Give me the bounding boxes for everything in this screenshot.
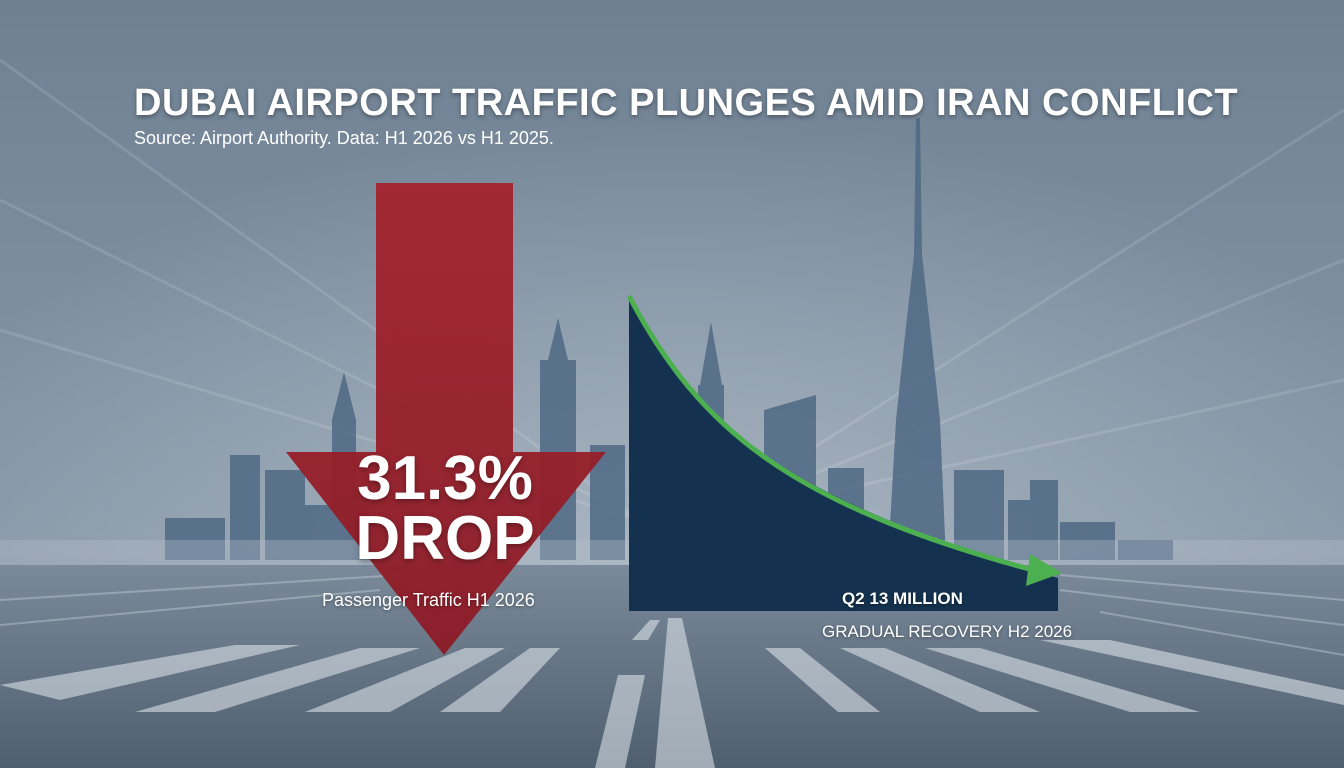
headline-title: DUBAI AIRPORT TRAFFIC PLUNGES AMID IRAN … (134, 82, 1239, 124)
q2-figure-label: Q2 13 MILLION (842, 589, 963, 608)
trend-curve-line (626, 294, 1041, 575)
trend-arrowhead-icon (1026, 554, 1062, 586)
passenger-traffic-caption: Passenger Traffic H1 2026 (322, 590, 535, 610)
city-skyline (165, 118, 1173, 560)
drop-arrow (286, 183, 606, 655)
runway-markings (0, 618, 1344, 768)
runway-lines (0, 574, 1344, 656)
trend-panel-area (629, 296, 1058, 611)
recovery-caption: GRADUAL RECOVERY H2 2026 (822, 622, 1073, 641)
drop-label: DROP (355, 504, 535, 573)
source-note: Source: Airport Authority. Data: H1 2026… (134, 128, 554, 148)
drop-percentage: 31.3% (357, 444, 533, 513)
